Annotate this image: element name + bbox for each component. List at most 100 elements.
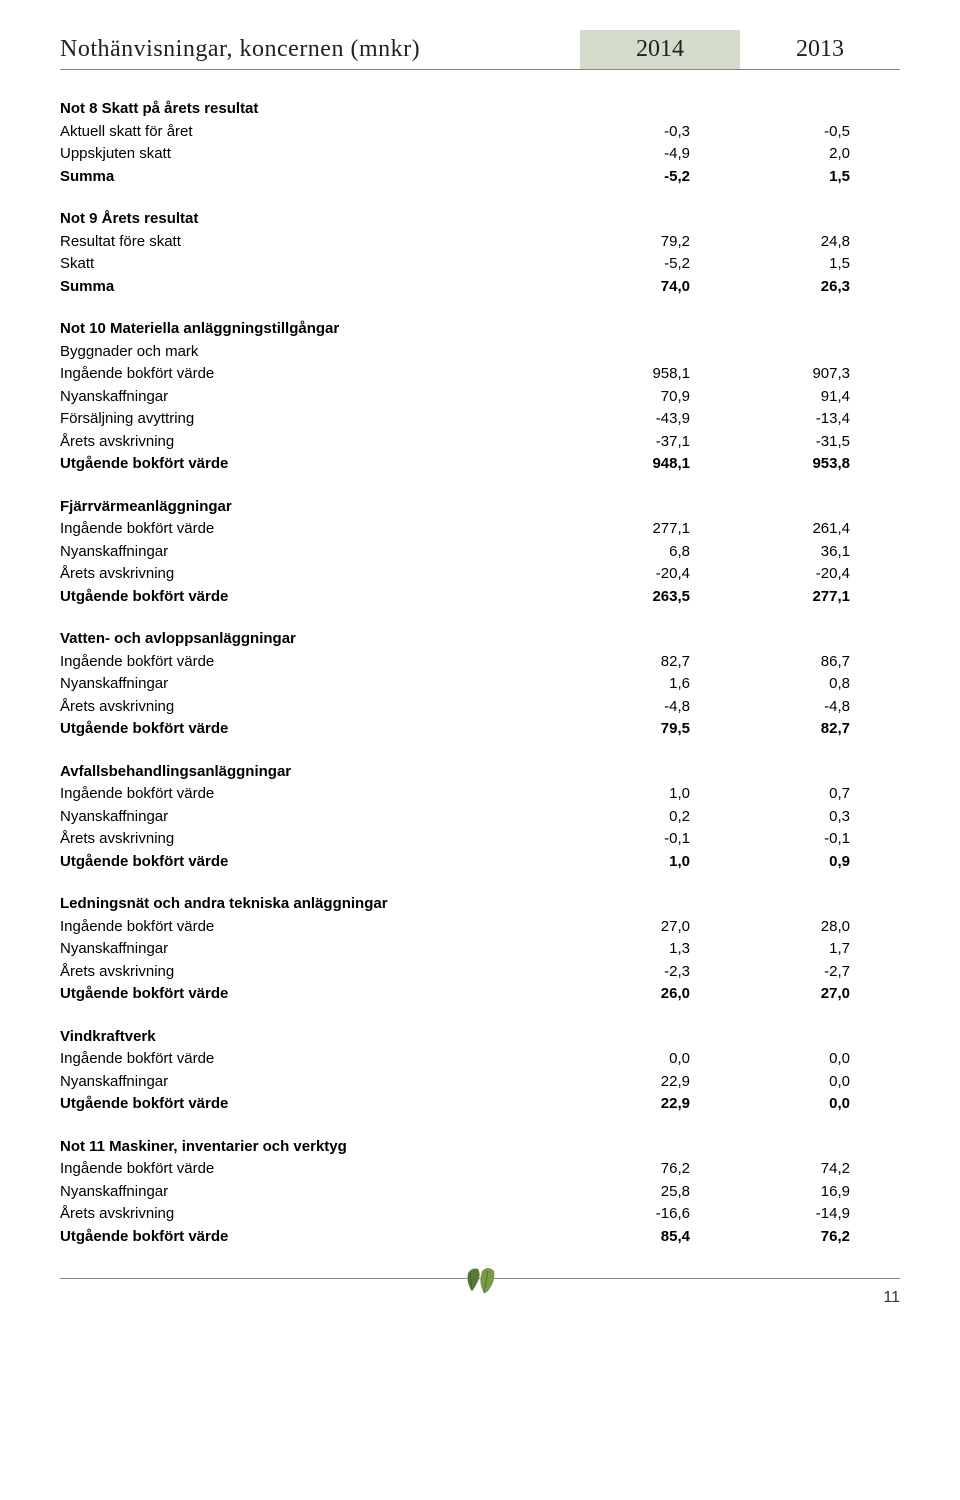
- row-value-2013: 91,4: [740, 386, 900, 409]
- row-value-2014: 79,5: [580, 718, 740, 741]
- row-label: Resultat före skatt: [60, 231, 580, 254]
- row-value-2014: 0,2: [580, 806, 740, 829]
- row-value-2013: -20,4: [740, 563, 900, 586]
- row-label: Nyanskaffningar: [60, 673, 580, 696]
- row-value-2014: 1,0: [580, 783, 740, 806]
- row-value-2014: -43,9: [580, 408, 740, 431]
- row-value-2014: 26,0: [580, 983, 740, 1006]
- table-row: Årets avskrivning-20,4-20,4: [60, 563, 900, 586]
- row-value-2014: -20,4: [580, 563, 740, 586]
- table-row: Ingående bokfört värde1,00,7: [60, 783, 900, 806]
- year-col-2014: 2014: [580, 30, 740, 69]
- row-value-2013: 27,0: [740, 983, 900, 1006]
- section-subhead: Byggnader och mark: [60, 341, 900, 364]
- row-label: Årets avskrivning: [60, 696, 580, 719]
- table-row: Årets avskrivning-37,1-31,5: [60, 431, 900, 454]
- row-value-2013: 0,0: [740, 1093, 900, 1116]
- row-value-2014: 263,5: [580, 586, 740, 609]
- row-value-2013: -0,1: [740, 828, 900, 851]
- section-head: Not 10 Materiella anläggningstillgångar: [60, 318, 900, 341]
- row-label: Utgående bokfört värde: [60, 453, 580, 476]
- row-value-2013: 82,7: [740, 718, 900, 741]
- section-head: Fjärrvärmeanläggningar: [60, 496, 900, 519]
- table-row: Ingående bokfört värde76,274,2: [60, 1158, 900, 1181]
- row-value-2013: -0,5: [740, 121, 900, 144]
- table-row: Utgående bokfört värde85,476,2: [60, 1226, 900, 1249]
- table-row: Ingående bokfört värde277,1261,4: [60, 518, 900, 541]
- row-value-2013: -14,9: [740, 1203, 900, 1226]
- section: VindkraftverkIngående bokfört värde0,00,…: [60, 1026, 900, 1116]
- table-row: Nyanskaffningar70,991,4: [60, 386, 900, 409]
- section-head: Not 9 Årets resultat: [60, 208, 900, 231]
- section-head: Ledningsnät och andra tekniska anläggnin…: [60, 893, 900, 916]
- row-label: Försäljning avyttring: [60, 408, 580, 431]
- row-value-2013: -13,4: [740, 408, 900, 431]
- row-value-2014: 22,9: [580, 1071, 740, 1094]
- row-label: Utgående bokfört värde: [60, 718, 580, 741]
- table-row: Försäljning avyttring-43,9-13,4: [60, 408, 900, 431]
- row-label: Årets avskrivning: [60, 1203, 580, 1226]
- row-value-2013: 36,1: [740, 541, 900, 564]
- row-label: Utgående bokfört värde: [60, 586, 580, 609]
- row-value-2013: 74,2: [740, 1158, 900, 1181]
- row-value-2013: 0,3: [740, 806, 900, 829]
- row-label: Nyanskaffningar: [60, 1071, 580, 1094]
- table-row: Årets avskrivning-16,6-14,9: [60, 1203, 900, 1226]
- row-label: Nyanskaffningar: [60, 541, 580, 564]
- row-label: Utgående bokfört värde: [60, 1226, 580, 1249]
- row-label: Ingående bokfört värde: [60, 1048, 580, 1071]
- row-value-2014: 277,1: [580, 518, 740, 541]
- row-label: Utgående bokfört värde: [60, 1093, 580, 1116]
- row-label: Nyanskaffningar: [60, 806, 580, 829]
- table-row: Nyanskaffningar25,816,9: [60, 1181, 900, 1204]
- table-row: Skatt-5,21,5: [60, 253, 900, 276]
- row-value-2013: 2,0: [740, 143, 900, 166]
- row-value-2013: 0,0: [740, 1048, 900, 1071]
- row-value-2014: -16,6: [580, 1203, 740, 1226]
- row-label: Ingående bokfört värde: [60, 1158, 580, 1181]
- row-value-2013: 1,7: [740, 938, 900, 961]
- row-label: Årets avskrivning: [60, 961, 580, 984]
- row-label: Årets avskrivning: [60, 828, 580, 851]
- page-title: Nothänvisningar, koncernen (mnkr): [60, 36, 580, 63]
- section-head: Avfallsbehandlingsanläggningar: [60, 761, 900, 784]
- row-value-2013: 24,8: [740, 231, 900, 254]
- row-value-2013: 0,9: [740, 851, 900, 874]
- row-value-2014: -2,3: [580, 961, 740, 984]
- row-value-2014: 6,8: [580, 541, 740, 564]
- row-value-2014: 22,9: [580, 1093, 740, 1116]
- section: Not 9 Årets resultatResultat före skatt7…: [60, 208, 900, 298]
- row-value-2013: 0,0: [740, 1071, 900, 1094]
- row-label: Nyanskaffningar: [60, 938, 580, 961]
- section: Vatten- och avloppsanläggningarIngående …: [60, 628, 900, 741]
- table-row: Nyanskaffningar1,60,8: [60, 673, 900, 696]
- section: Not 10 Materiella anläggningstillgångarB…: [60, 318, 900, 476]
- row-label: Nyanskaffningar: [60, 1181, 580, 1204]
- footer: 11: [60, 1278, 900, 1328]
- row-value-2014: -0,3: [580, 121, 740, 144]
- row-label: Nyanskaffningar: [60, 386, 580, 409]
- section: AvfallsbehandlingsanläggningarIngående b…: [60, 761, 900, 874]
- row-value-2013: 277,1: [740, 586, 900, 609]
- table-row: Utgående bokfört värde263,5277,1: [60, 586, 900, 609]
- row-value-2013: 1,5: [740, 166, 900, 189]
- row-value-2014: 948,1: [580, 453, 740, 476]
- row-label: Ingående bokfört värde: [60, 916, 580, 939]
- row-label: Skatt: [60, 253, 580, 276]
- table-row: Resultat före skatt79,224,8: [60, 231, 900, 254]
- row-label: Årets avskrivning: [60, 431, 580, 454]
- table-row: Årets avskrivning-4,8-4,8: [60, 696, 900, 719]
- row-value-2014: -4,8: [580, 696, 740, 719]
- row-label: Aktuell skatt för året: [60, 121, 580, 144]
- table-row: Summa74,026,3: [60, 276, 900, 299]
- table-row: Uppskjuten skatt-4,92,0: [60, 143, 900, 166]
- row-label: Ingående bokfört värde: [60, 651, 580, 674]
- row-value-2013: 0,7: [740, 783, 900, 806]
- row-value-2013: -31,5: [740, 431, 900, 454]
- row-label: Uppskjuten skatt: [60, 143, 580, 166]
- table-row: Utgående bokfört värde1,00,9: [60, 851, 900, 874]
- table-row: Aktuell skatt för året-0,3-0,5: [60, 121, 900, 144]
- header-row: Nothänvisningar, koncernen (mnkr) 2014 2…: [60, 30, 900, 70]
- row-value-2014: -4,9: [580, 143, 740, 166]
- table-row: Nyanskaffningar6,836,1: [60, 541, 900, 564]
